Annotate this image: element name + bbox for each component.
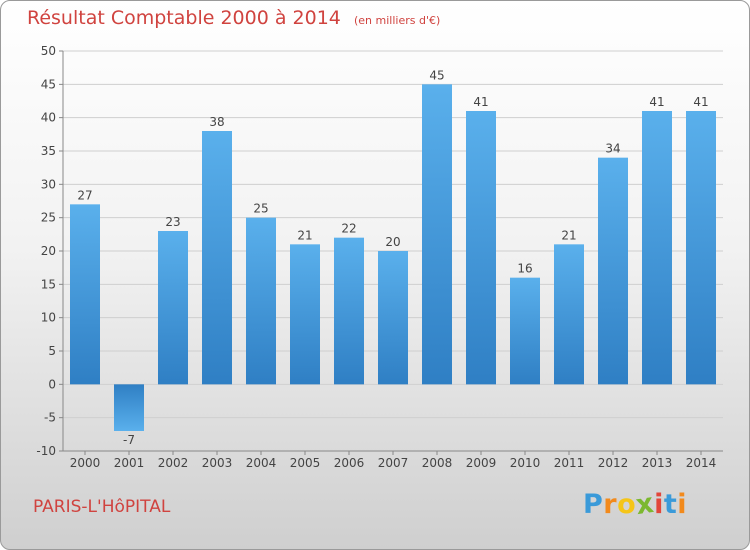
bar: [114, 384, 144, 431]
logo-letter: i: [654, 489, 664, 520]
bar: [246, 217, 276, 385]
x-tick-label: 2000: [70, 456, 101, 470]
y-tick-label: 20: [41, 244, 56, 258]
data-label: 41: [649, 95, 664, 109]
data-label: 25: [253, 202, 268, 216]
bar: [378, 251, 408, 385]
bar: [202, 131, 232, 385]
data-label: 34: [605, 142, 620, 156]
y-tick-label: 0: [48, 377, 56, 391]
bar: [510, 277, 540, 385]
bar: [554, 244, 584, 385]
y-tick-label: 40: [41, 111, 56, 125]
logo-letter: i: [677, 489, 688, 520]
x-tick-label: 2002: [158, 456, 189, 470]
y-tick-label: 10: [41, 311, 56, 325]
y-tick-label: -5: [44, 411, 56, 425]
data-label: 38: [209, 115, 224, 129]
data-label: 16: [517, 262, 532, 276]
x-tick-label: 2003: [202, 456, 233, 470]
x-tick-label: 2008: [422, 456, 453, 470]
x-tick-label: 2014: [686, 456, 717, 470]
data-label: 23: [165, 215, 180, 229]
x-tick-label: 2011: [554, 456, 585, 470]
y-tick-label: -10: [36, 444, 56, 458]
proxiti-logo[interactable]: Proxiti: [583, 487, 688, 522]
x-tick-label: 2012: [598, 456, 629, 470]
y-tick-label: 45: [41, 77, 56, 91]
data-label: 20: [385, 235, 400, 249]
data-label: 41: [693, 95, 708, 109]
logo-letter: t: [663, 489, 678, 520]
data-label: 41: [473, 95, 488, 109]
x-tick-label: 2009: [466, 456, 497, 470]
bar: [598, 157, 628, 385]
y-tick-label: 5: [48, 344, 56, 358]
bar: [642, 111, 672, 385]
x-tick-label: 2005: [290, 456, 321, 470]
x-tick-label: 2010: [510, 456, 541, 470]
x-tick-label: 2007: [378, 456, 409, 470]
x-tick-label: 2013: [642, 456, 673, 470]
data-label: 45: [429, 68, 444, 82]
y-tick-label: 15: [41, 277, 56, 291]
data-label: 27: [77, 188, 92, 202]
bar: [334, 237, 364, 385]
bar: [158, 231, 188, 385]
x-tick-label: 2001: [114, 456, 145, 470]
logo-letter: P: [583, 489, 604, 520]
data-label: 22: [341, 222, 356, 236]
place-name: PARIS-L'HôPITAL: [33, 497, 171, 517]
title-block: Résultat Comptable 2000 à 2014 (en milli…: [27, 7, 440, 29]
bar: [422, 84, 452, 385]
chart-subtitle: (en milliers d'€): [353, 14, 441, 27]
logo-letter: x: [634, 487, 657, 522]
bar: [70, 204, 100, 385]
x-tick-label: 2004: [246, 456, 277, 470]
data-label: 21: [297, 228, 312, 242]
x-tick-label: 2006: [334, 456, 365, 470]
y-tick-label: 35: [41, 144, 56, 158]
y-tick-label: 30: [41, 177, 56, 191]
y-tick-label: 25: [41, 211, 56, 225]
data-label: -7: [123, 433, 135, 447]
chart-title: Résultat Comptable 2000 à 2014: [27, 7, 341, 29]
bar: [466, 111, 496, 385]
data-label: 21: [561, 228, 576, 242]
y-tick-label: 50: [41, 44, 56, 58]
bar: [290, 244, 320, 385]
logo-letter: o: [617, 489, 637, 520]
bar: [686, 111, 716, 385]
logo-letter: r: [603, 489, 618, 520]
